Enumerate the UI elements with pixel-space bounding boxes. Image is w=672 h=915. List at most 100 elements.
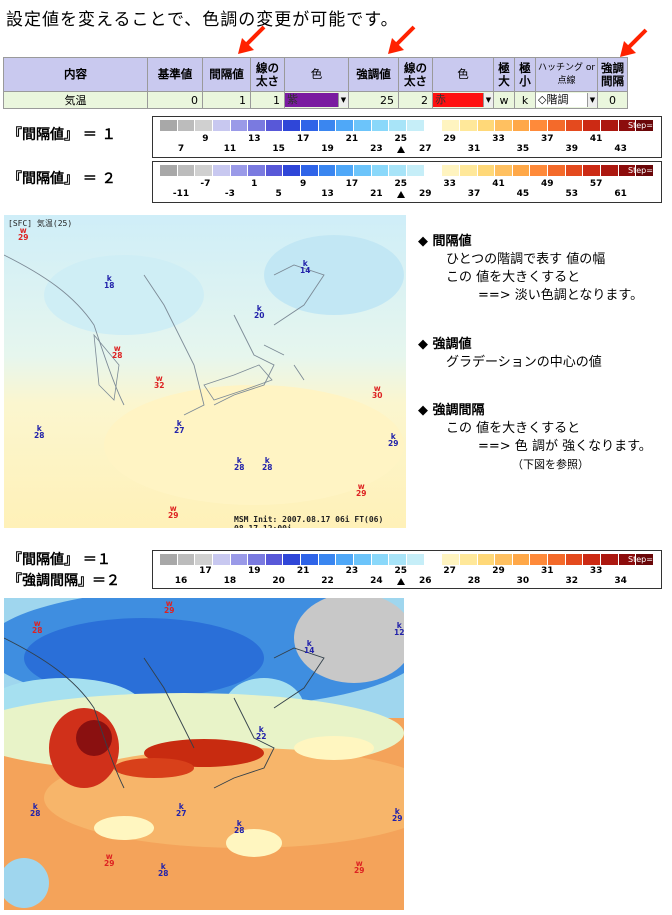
tick-label-lower: 24 [370, 576, 383, 586]
color-swatch [424, 165, 443, 176]
chevron-down-icon[interactable]: ▼ [483, 93, 493, 107]
station-marker: k 14 [300, 259, 311, 275]
color-swatch [495, 120, 513, 131]
tick-label-lower: 26 [418, 576, 432, 586]
color1-value: 紫 [285, 93, 338, 107]
color-swatch [618, 554, 637, 565]
station-marker: k 28 [234, 456, 245, 472]
emph-value-field[interactable]: 25 [348, 91, 399, 109]
color-swatch [548, 554, 566, 565]
min-field[interactable]: k [514, 91, 536, 109]
arrow-icon [388, 25, 416, 54]
emph-interval-field[interactable]: 0 [597, 91, 628, 109]
tick-label-upper: 33 [443, 179, 456, 189]
station-marker: w 29 [104, 852, 115, 868]
tick-label-lower: 28 [467, 576, 481, 586]
note-emph-interval-line2: ==> 色 調が 強くなります。 [478, 439, 652, 454]
map1-footer: MSM Init: 2007.08.17 06i FT(06) 08.17 12… [234, 515, 384, 528]
tick-label-lower: 11 [223, 144, 237, 154]
station-marker: w 29 [18, 226, 29, 242]
tick-label-upper: 25 [394, 179, 408, 189]
color-swatch [265, 120, 284, 131]
color-swatch [248, 120, 266, 131]
color-swatch [301, 120, 319, 131]
chevron-down-icon[interactable]: ▼ [338, 93, 348, 107]
color-swatch [583, 165, 602, 176]
color-swatch [495, 165, 513, 176]
color-swatch [212, 120, 231, 131]
color-swatch [583, 120, 602, 131]
header-color-2: 色 [432, 57, 494, 92]
hatch-select[interactable]: ◇階調 ▼ [535, 91, 598, 109]
station-marker: k 12 [394, 621, 404, 637]
header-hatch: ハッチング or 点線 [535, 57, 598, 92]
color-swatch [301, 165, 319, 176]
color-swatch [195, 554, 213, 565]
interval-field[interactable]: 1 [202, 91, 251, 109]
color-swatch [230, 165, 249, 176]
tick-label-upper: 17 [199, 566, 212, 576]
color-swatch [442, 165, 460, 176]
tick-label-upper: 29 [443, 134, 456, 144]
color-swatch [618, 165, 637, 176]
base-field[interactable]: 0 [147, 91, 203, 109]
color-swatch [530, 120, 549, 131]
map1-title: [SFC] 気温(25) [8, 219, 73, 228]
color1-select[interactable]: 紫 ▼ [284, 91, 349, 109]
station-marker: k 22 [256, 725, 267, 741]
bar3-label-1: 『間隔値』 ＝１ [8, 552, 111, 568]
station-marker: k 14 [304, 639, 315, 655]
chevron-down-icon[interactable]: ▼ [587, 93, 597, 107]
color-swatch [459, 120, 478, 131]
color-swatch [477, 165, 496, 176]
header-emph-interval: 強調間隔 [597, 57, 628, 92]
header-base: 基準値 [147, 57, 203, 92]
tick-label-upper: 27 [443, 566, 456, 576]
color-swatch [160, 554, 178, 565]
header-emph-value: 強調値 [348, 57, 399, 92]
settings-table: 内容 基準値 間隔値 線の太さ 色 強調値 線の太さ 色 極大 極小 ハッチング… [3, 57, 628, 109]
color-swatch [230, 120, 249, 131]
line-width-field[interactable]: 1 [250, 91, 285, 109]
color-swatch [160, 120, 178, 131]
tick-label-lower: -11 [172, 189, 190, 199]
color-swatch [477, 120, 496, 131]
tick-label-upper: 13 [247, 134, 261, 144]
note-interval-line3: ==> 淡い色調となります。 [478, 288, 644, 303]
station-marker: k 28 [158, 862, 169, 878]
tick-label-lower: 18 [223, 576, 237, 586]
tick-label-lower: 27 [418, 144, 432, 154]
max-field[interactable]: w [493, 91, 515, 109]
station-marker: w 29 [356, 482, 367, 498]
color-swatch [406, 120, 425, 131]
color-swatch [565, 120, 584, 131]
color-swatch [495, 554, 513, 565]
note-interval: ◆ 間隔値 ひとつの階調で表す 値の幅 この 値を大きくすると ==> 淡い色調… [418, 234, 644, 303]
color-swatch [424, 120, 443, 131]
color-bar-2: Step=2 -7 1 9 17 25 33 41 49 57 -11 -3 5 13 21 29 37 45 53… [152, 161, 662, 203]
tick-label-lower: 15 [272, 144, 285, 154]
color-swatch [442, 120, 460, 131]
header-max: 極大 [493, 57, 515, 92]
color2-value: 赤 [433, 93, 483, 107]
color-swatch [177, 554, 196, 565]
step-label: Step=2 [627, 166, 658, 175]
note-emph-value-title: 強調値 [432, 337, 472, 352]
color-swatch [442, 554, 460, 565]
note-interval-line2: この 値を大きくすると [446, 270, 581, 285]
line-width2-field[interactable]: 2 [398, 91, 433, 109]
tick-label-lower: 35 [516, 144, 530, 154]
station-marker: w 28 [32, 619, 43, 635]
color-swatch [565, 165, 584, 176]
center-marker-icon [396, 146, 405, 153]
value-content: 気温 [3, 91, 148, 109]
color2-select[interactable]: 赤 ▼ [432, 91, 494, 109]
station-marker: w 29 [168, 504, 179, 520]
color-swatch [459, 554, 478, 565]
color-swatch [530, 165, 549, 176]
color-swatch [195, 120, 213, 131]
tick-label-upper: 31 [541, 566, 554, 576]
tick-label-upper: 17 [345, 179, 359, 189]
color-strip [160, 165, 654, 176]
note-emph-value-line1: グラデーションの中心の値 [446, 355, 602, 370]
